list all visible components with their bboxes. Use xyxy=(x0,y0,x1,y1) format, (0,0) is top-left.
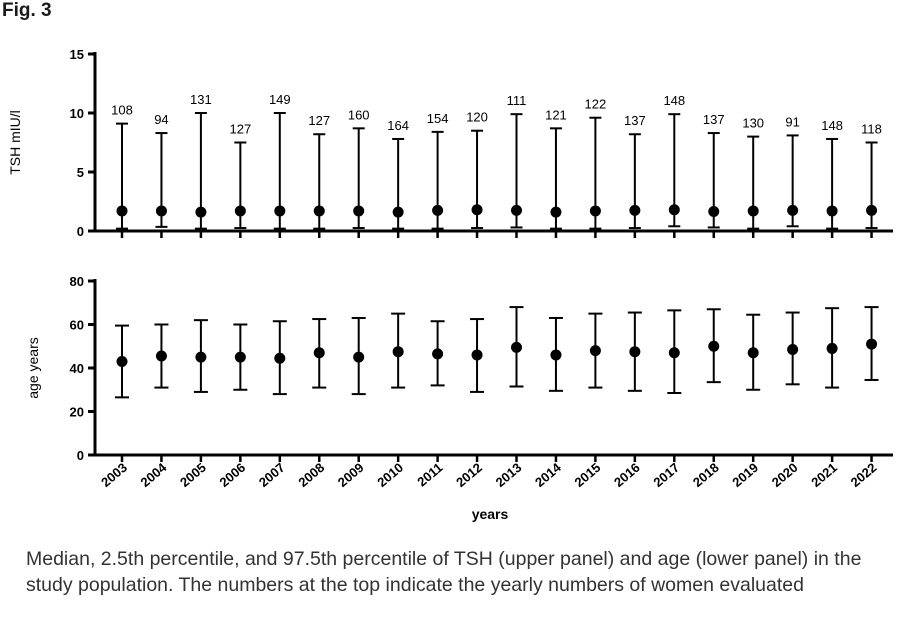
lower-median-point xyxy=(432,348,444,360)
upper-y-axis-label: TSH mIU/l xyxy=(7,110,23,175)
upper-median-point xyxy=(708,206,720,218)
x-tick-label: 2018 xyxy=(690,460,722,490)
upper-median-point xyxy=(313,205,325,217)
x-tick-label: 2009 xyxy=(335,460,367,490)
x-tick-label: 2019 xyxy=(729,460,761,490)
count-label: 148 xyxy=(821,118,843,133)
lower-median-point xyxy=(511,341,522,353)
x-tick-label: 2022 xyxy=(848,460,880,490)
count-label: 131 xyxy=(190,92,212,107)
lower-median-point xyxy=(668,347,680,359)
x-tick-label: 2020 xyxy=(769,460,801,490)
lower-median-point xyxy=(313,347,325,359)
lower-y-tick-label: 20 xyxy=(70,405,84,420)
x-tick-label: 2011 xyxy=(414,460,445,490)
lower-y-tick-label: 60 xyxy=(70,318,84,333)
upper-median-point xyxy=(629,204,641,216)
count-label: 108 xyxy=(111,103,133,118)
count-label: 137 xyxy=(703,112,725,127)
count-label: 122 xyxy=(585,97,607,112)
lower-median-point xyxy=(353,351,365,363)
upper-median-point xyxy=(747,205,759,217)
lower-median-point xyxy=(866,338,878,350)
upper-median-point xyxy=(511,204,522,216)
chart-svg: 0 5 10 15 TSH mIU/l 108 94 131 127 149 127 160 164 15… xyxy=(7,47,893,522)
count-label: 91 xyxy=(785,114,799,129)
upper-median-point xyxy=(116,205,128,217)
count-label: 127 xyxy=(308,113,330,128)
x-tick-label: 2021 xyxy=(808,460,840,490)
lower-median-point xyxy=(116,355,128,367)
upper-y-tick-label: 0 xyxy=(77,224,84,239)
x-tick-label: 2010 xyxy=(374,460,406,490)
lower-median-point xyxy=(471,349,483,361)
lower-y-tick-label: 0 xyxy=(77,448,84,463)
upper-median-point xyxy=(826,205,838,217)
upper-median-point xyxy=(668,204,680,216)
x-tick-label: 2012 xyxy=(453,460,485,490)
x-tick-label: 2014 xyxy=(532,459,564,490)
count-label: 121 xyxy=(545,107,567,122)
count-label: 130 xyxy=(742,116,764,131)
x-tick-label: 2005 xyxy=(177,460,209,490)
count-label: 111 xyxy=(507,93,527,108)
upper-median-point xyxy=(392,206,404,218)
lower-median-point xyxy=(708,340,720,352)
upper-median-point xyxy=(471,204,483,216)
count-label: 127 xyxy=(229,122,251,137)
x-tick-label: 2003 xyxy=(98,460,130,490)
count-label: 137 xyxy=(624,113,646,128)
upper-median-point xyxy=(550,206,562,218)
x-tick-label: 2008 xyxy=(295,460,327,490)
upper-median-point xyxy=(155,205,167,217)
count-label: 149 xyxy=(269,92,291,107)
lower-median-point xyxy=(747,347,759,359)
count-label: 148 xyxy=(663,93,685,108)
upper-median-point xyxy=(866,204,878,216)
upper-median-point xyxy=(432,204,444,216)
upper-median-point xyxy=(353,205,365,217)
lower-median-point xyxy=(195,351,207,363)
lower-median-point xyxy=(274,352,286,364)
lower-y-tick-label: 40 xyxy=(70,361,84,376)
upper-median-point xyxy=(195,206,207,218)
x-tick-label: 2004 xyxy=(138,459,170,490)
x-tick-label: 2016 xyxy=(611,460,643,490)
figure-label: Fig. 3 xyxy=(2,0,52,21)
count-label: 120 xyxy=(466,110,488,125)
lower-y-tick-label: 80 xyxy=(70,274,84,289)
lower-median-point xyxy=(155,350,167,362)
upper-y-tick-label: 10 xyxy=(70,106,84,121)
lower-median-point xyxy=(234,351,246,363)
x-tick-label: 2015 xyxy=(572,460,604,490)
count-label: 160 xyxy=(348,107,370,122)
x-tick-label: 2006 xyxy=(216,460,248,490)
x-tick-label: 2017 xyxy=(650,460,682,490)
count-label: 94 xyxy=(154,112,168,127)
upper-median-point xyxy=(787,204,799,216)
upper-median-point xyxy=(589,205,601,217)
figure-caption: Median, 2.5th percentile, and 97.5th per… xyxy=(26,548,862,596)
count-label: 154 xyxy=(427,111,449,126)
lower-y-axis-label: age years xyxy=(25,337,41,398)
lower-median-point xyxy=(550,349,562,361)
x-tick-label: 2013 xyxy=(493,460,525,490)
upper-median-point xyxy=(274,205,286,217)
lower-median-point xyxy=(589,345,601,357)
upper-y-tick-label: 5 xyxy=(77,165,84,180)
x-axis-label: years xyxy=(472,506,509,522)
lower-median-point xyxy=(392,346,404,358)
count-label: 164 xyxy=(387,118,409,133)
upper-y-tick-label: 15 xyxy=(70,47,84,62)
lower-median-point xyxy=(787,344,799,356)
lower-median-point xyxy=(629,346,641,358)
upper-median-point xyxy=(234,205,246,217)
x-tick-label: 2007 xyxy=(256,460,288,490)
count-label: 118 xyxy=(861,122,882,137)
lower-median-point xyxy=(826,342,838,354)
